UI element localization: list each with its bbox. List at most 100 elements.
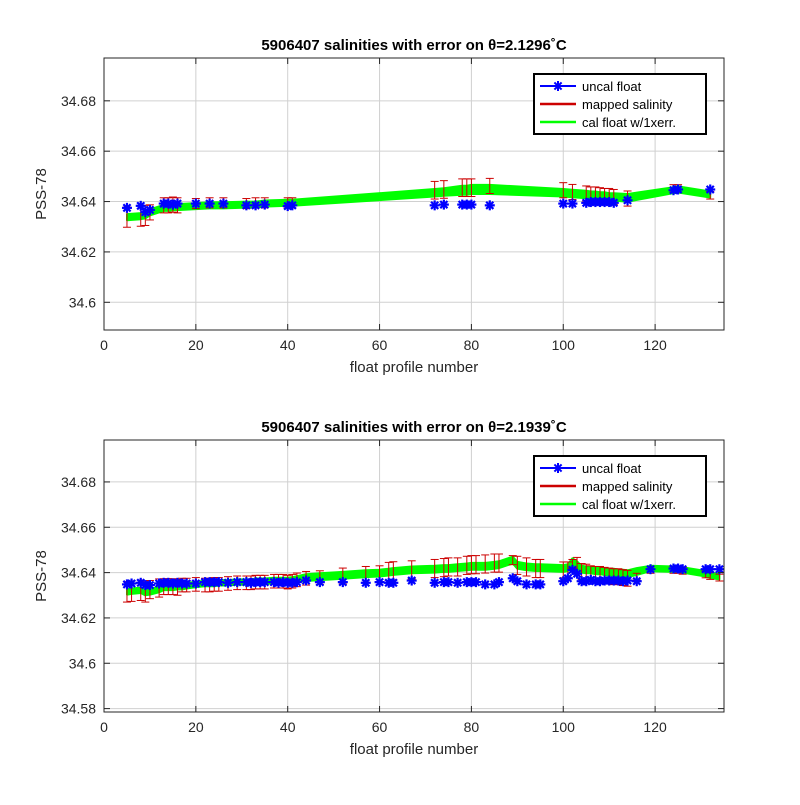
chart-title: 5906407 salinities with error on θ=2.129… [261, 37, 567, 54]
legend-cal-float: cal float w/1xerr. [540, 497, 676, 512]
x-tick-label: 80 [464, 337, 480, 353]
uncal-float-point [480, 579, 491, 590]
uncal-float-point [521, 579, 532, 590]
uncal-float-point [512, 576, 523, 587]
axes-box [103, 57, 725, 331]
mapped-salinity-errorbar [462, 555, 471, 575]
uncal-float-point [213, 577, 224, 588]
uncal-float-point [572, 568, 583, 579]
x-tick-label: 20 [188, 337, 204, 353]
uncal-float-point [438, 199, 449, 210]
mapped-salinity-errorbar [508, 555, 517, 566]
mapped-salinity-errorbar [430, 180, 439, 200]
uncal-float-point [558, 198, 569, 209]
x-tick-label: 60 [372, 719, 388, 735]
x-tick-label: 60 [372, 337, 388, 353]
legend-label: cal float w/1xerr. [582, 115, 676, 130]
uncal-float-point [301, 575, 312, 586]
x-tick-label: 100 [552, 337, 576, 353]
mapped-salinity-errorbar [522, 557, 531, 577]
uncal-float-point [567, 198, 578, 209]
mapped-salinity-errorbar [444, 557, 453, 577]
y-tick-label: 34.64 [61, 565, 96, 581]
uncal-float-point [144, 580, 155, 591]
uncal-float-point [388, 577, 399, 588]
uncal-float-point [374, 577, 385, 588]
uncal-float-point [493, 577, 504, 588]
legend-marker-icon [553, 81, 563, 91]
uncal-float-point [705, 184, 716, 195]
uncal-float-point [291, 577, 302, 588]
uncal-float-point [172, 198, 183, 209]
y-tick-label: 34.68 [61, 474, 96, 490]
legend: uncal float mapped salinity cal float w/1x… [533, 73, 707, 135]
mapped-salinity-errorbar [430, 558, 439, 579]
data-layer [121, 553, 724, 603]
mapped-salinity-errorbar [485, 177, 494, 194]
y-tick-label: 34.64 [61, 194, 96, 210]
uncal-float-point [259, 199, 270, 210]
mapped-salinity-errorbar [453, 557, 462, 577]
uncal-float-point [631, 576, 642, 587]
uncal-float-point [705, 564, 716, 575]
x-tick-label: 80 [464, 719, 480, 735]
mapped-salinity-errorbar [439, 180, 448, 199]
uncal-float-point [673, 184, 684, 195]
uncal-float-point [287, 200, 298, 211]
y-tick-label: 34.62 [61, 244, 96, 260]
uncal-float-point [250, 200, 261, 211]
uncal-float-point [314, 577, 325, 588]
legend-label: mapped salinity [582, 479, 673, 494]
x-tick-label: 40 [280, 719, 296, 735]
uncal-float-point [622, 575, 633, 586]
uncal-float-point [562, 573, 573, 584]
y-axis-label: PSS-78 [33, 550, 50, 602]
uncal-float-point [466, 199, 477, 210]
uncal-float-point [121, 202, 132, 213]
chart-panel-2: 0 20 40 60 80 100 120 34.58 34.6 34.62 34.64 34.66 3… [33, 419, 725, 758]
x-axis-label: float profile number [350, 359, 478, 376]
legend-label: mapped salinity [582, 97, 673, 112]
uncal-float-point [406, 575, 417, 586]
uncal-float-point [471, 577, 481, 588]
legend-mapped-salinity: mapped salinity [540, 97, 673, 112]
uncal-float-point [429, 577, 440, 588]
uncal-float-point [126, 578, 137, 589]
y-tick-label: 34.62 [61, 610, 96, 626]
uncal-float-point [452, 577, 463, 588]
legend-marker-icon [553, 463, 563, 473]
mapped-salinity-errorbar [559, 182, 568, 199]
y-tick-label: 34.66 [61, 143, 96, 159]
legend-uncal-float: uncal float [540, 461, 642, 476]
uncal-float-point [535, 579, 546, 590]
y-tick-label: 34.58 [61, 701, 96, 717]
mapped-salinity-errorbar [467, 178, 476, 198]
x-tick-label: 0 [100, 719, 108, 735]
mapped-salinity-errorbar [536, 558, 545, 579]
mapped-salinity-errorbar [439, 558, 448, 578]
x-axis-label: float profile number [350, 741, 478, 758]
uncal-float-point [218, 198, 229, 209]
uncal-float-point [645, 564, 656, 575]
legend-label: uncal float [582, 461, 642, 476]
legend-uncal-float: uncal float [540, 79, 642, 94]
legend-mapped-salinity: mapped salinity [540, 479, 673, 494]
uncal-float-point [429, 200, 440, 211]
mapped-salinity-errorbar [513, 555, 522, 575]
uncal-float-point [232, 577, 243, 588]
uncal-float-point [443, 577, 454, 588]
x-tick-label: 20 [188, 719, 204, 735]
uncal-float-point [135, 200, 146, 211]
y-tick-label: 34.68 [61, 93, 96, 109]
uncal-float-point [622, 195, 633, 206]
uncal-float-point [144, 204, 155, 215]
x-tick-label: 120 [643, 719, 667, 735]
uncal-float-point [677, 564, 688, 575]
uncal-float-point [223, 577, 233, 588]
uncal-float-point [241, 200, 252, 211]
uncal-float-point [337, 577, 348, 588]
x-tick-label: 120 [643, 337, 667, 353]
uncal-float-point [204, 198, 215, 209]
